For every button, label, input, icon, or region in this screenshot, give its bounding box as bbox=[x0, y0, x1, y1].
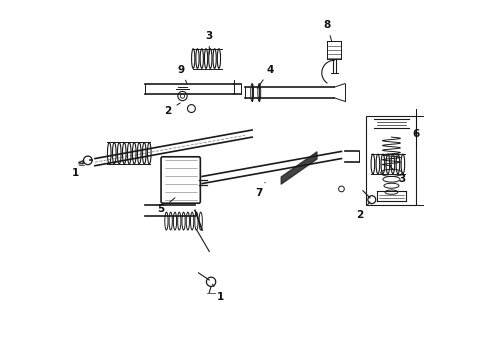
Text: 1: 1 bbox=[213, 284, 223, 302]
Text: 3: 3 bbox=[390, 166, 406, 184]
Text: 8: 8 bbox=[323, 20, 332, 42]
Text: 2: 2 bbox=[356, 202, 370, 220]
Text: 4: 4 bbox=[257, 65, 274, 89]
Text: 1: 1 bbox=[72, 162, 83, 179]
Text: 7: 7 bbox=[256, 183, 265, 198]
Text: 5: 5 bbox=[157, 198, 175, 214]
Text: 9: 9 bbox=[177, 65, 187, 83]
Text: 2: 2 bbox=[165, 103, 180, 116]
Text: 6: 6 bbox=[0, 359, 1, 360]
Bar bbox=[367, 116, 416, 205]
Text: 6: 6 bbox=[413, 129, 420, 139]
Text: 3: 3 bbox=[206, 31, 213, 54]
